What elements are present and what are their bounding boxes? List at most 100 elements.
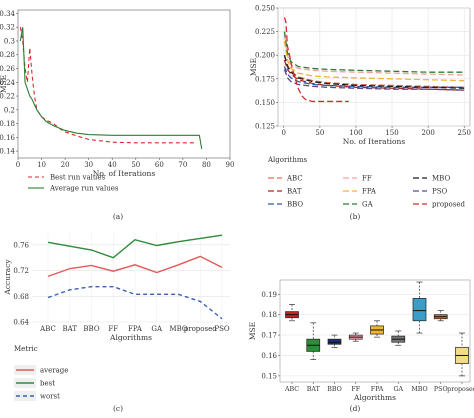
x-tick-label: 100: [349, 129, 362, 137]
series-line-0: [47, 255, 223, 278]
legend-label: FF: [362, 175, 372, 183]
x-tick-label: GA: [393, 386, 403, 393]
x-tick-label: BBO: [327, 386, 342, 393]
y-tick-label: 0.22: [0, 93, 15, 101]
panel-b: 0.125 0.150 0.175 0.200 0.225 0.250 0 50 100 150 2…: [249, 5, 471, 222]
x-tick-label: MBO: [411, 386, 427, 393]
legend-label: average: [40, 367, 68, 375]
y-tick-label: 0.32: [0, 24, 15, 32]
x-axis-label: Algorithms: [109, 333, 152, 342]
series-line-0: [19, 27, 198, 144]
series-line-2: [47, 285, 223, 320]
x-tick-label: FPA: [371, 386, 384, 393]
legend-title: Algorithms: [267, 156, 308, 164]
x-tick-label: 90: [226, 161, 235, 169]
x-tick-label: 0: [16, 161, 20, 169]
panel-label: (b): [350, 212, 361, 221]
x-tick-label: PSO: [434, 386, 448, 393]
plot-frame: [277, 7, 471, 127]
series-line-6: [283, 55, 465, 89]
legend-label: GA: [362, 201, 374, 209]
y-tick-label: 0.19: [261, 291, 277, 299]
x-tick-label: FPA: [128, 325, 143, 333]
legend-label: ABC: [286, 175, 303, 183]
x-tick-label: 20: [61, 161, 70, 169]
y-tick-label: 0.200: [255, 52, 275, 60]
series-line-7: [283, 69, 465, 91]
panel-a: 0.14 0.16 0.18 0.2 0.22 0.24 0.26 0.28 0.3 0.32 0.…: [0, 9, 235, 221]
box-body: [412, 298, 427, 322]
y-tick-label: 0.76: [13, 241, 29, 249]
x-tick-label: 60: [155, 161, 164, 169]
series-line-1: [47, 234, 223, 259]
y-tick-label: 0.225: [255, 28, 275, 36]
x-tick-label: FF: [351, 386, 360, 393]
x-tick-label: 10: [37, 161, 46, 169]
y-tick-label: 0.16: [261, 352, 277, 360]
plot-area: [32, 232, 230, 322]
y-tick-label: 0.68: [13, 293, 29, 301]
x-tick-label: 30: [84, 161, 93, 169]
y-tick-label: 0.3: [4, 37, 15, 45]
y-tick-label: 0.125: [255, 123, 275, 131]
x-tick-label: 250: [458, 129, 471, 137]
y-tick-label: 0.72: [13, 267, 29, 275]
x-tick-label: ABC: [39, 325, 56, 333]
y-tick-label: 0.34: [0, 10, 16, 18]
y-tick-label: 0.175: [255, 75, 275, 83]
x-tick-label: proposed: [184, 325, 217, 333]
y-axis-label: MSE: [248, 322, 257, 340]
x-tick-label: 200: [421, 129, 434, 137]
legend-label: proposed: [432, 201, 465, 209]
y-tick-label: 0.18: [261, 311, 277, 319]
y-tick-label: 0.24: [0, 79, 16, 87]
y-axis-label: MSE: [0, 75, 8, 93]
panel-label: (a): [113, 212, 123, 221]
x-axis-label: Algorithms: [353, 393, 396, 402]
series-line-8: [283, 17, 349, 103]
legend-label: BBO: [287, 201, 303, 209]
x-tick-label: ABC: [284, 386, 299, 393]
x-tick-label: 40: [108, 161, 117, 169]
x-tick-label: 0: [282, 129, 286, 137]
plot-frame: [17, 9, 231, 159]
y-tick-label: 0.2: [4, 106, 15, 114]
y-tick-label: 0.150: [255, 99, 275, 107]
panel-c: 0.64 0.68 0.72 0.76 ABC BAT BBO FF FPA GA MBOpropo…: [3, 232, 230, 413]
legend-label: BAT: [287, 188, 302, 196]
x-axis-label: No. of Iterations: [343, 137, 406, 146]
legend-label: PSO: [432, 188, 448, 196]
series-line-1: [283, 59, 465, 91]
x-tick-label: 150: [385, 129, 398, 137]
y-tick-label: 0.14: [0, 148, 16, 156]
y-tick-label: 0.18: [0, 120, 15, 128]
legend-label: MBO: [432, 175, 450, 183]
legend-label: best: [40, 380, 55, 388]
series-line-0: [283, 55, 465, 88]
x-tick-label: BBO: [83, 325, 99, 333]
x-tick-label: PSO: [214, 325, 230, 333]
legend-label: Average run values: [49, 185, 119, 193]
y-axis-label: Accuracy: [3, 259, 12, 296]
series-line-2: [283, 66, 465, 88]
y-tick-label: 0.16: [0, 134, 16, 142]
y-tick-label: 0.64: [13, 319, 29, 327]
series-line-1: [19, 27, 203, 150]
panel-label: (d): [350, 404, 361, 413]
y-tick-label: 0.250: [255, 5, 275, 13]
y-axis-label: MSE: [249, 58, 258, 76]
panel-d: 0.15 0.16 0.17 0.18 0.19 ABC BAT BBO FF FPA GA MBO P…: [248, 279, 474, 413]
x-tick-label: proposed: [447, 386, 474, 393]
y-tick-label: 0.15: [261, 372, 277, 380]
x-tick-label: BAT: [63, 325, 78, 333]
y-tick-label: 0.26: [0, 65, 16, 73]
x-tick-label: 50: [315, 129, 324, 137]
x-axis-label: No. of Iterations: [93, 169, 156, 178]
x-tick-label: 50: [131, 161, 140, 169]
x-tick-label: FF: [108, 325, 118, 333]
y-tick-label: 0.17: [261, 332, 277, 340]
legend-label: FPA: [362, 188, 377, 196]
y-tick-label: 0.28: [0, 51, 15, 59]
legend-label: worst: [40, 393, 60, 401]
panel-label: (c): [113, 404, 123, 413]
